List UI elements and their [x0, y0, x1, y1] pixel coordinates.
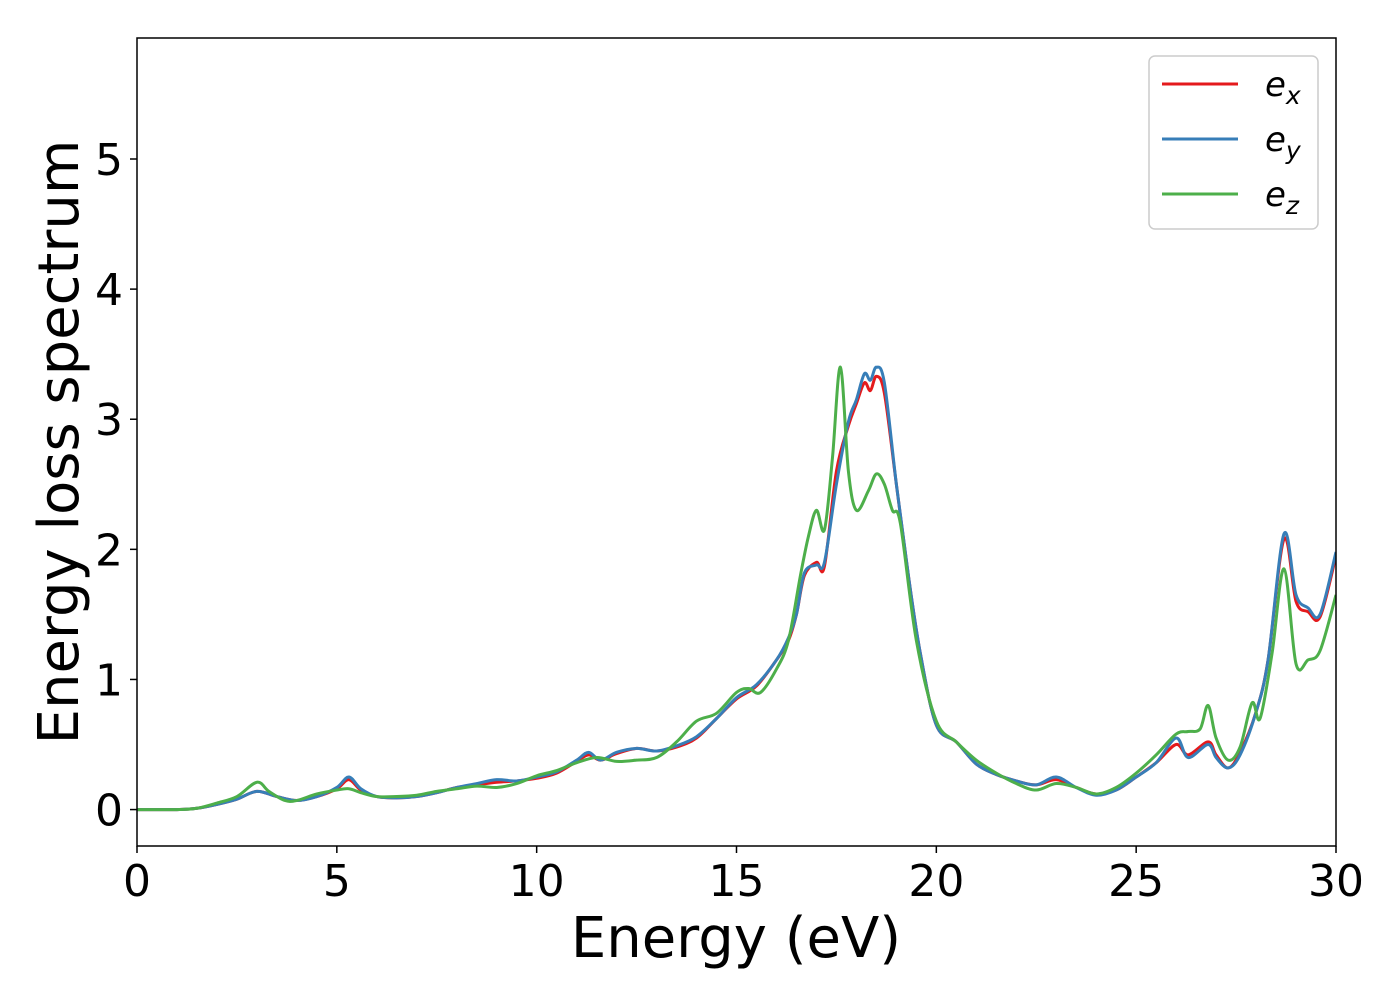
y-axis: 0 1 2 3 4 5: [95, 135, 137, 837]
x-tick-label: 20: [908, 856, 964, 907]
x-tick-label: 0: [123, 856, 151, 907]
x-axis-title: Energy (eV): [571, 906, 901, 971]
x-tick-label: 15: [709, 856, 765, 907]
x-tick-label: 30: [1308, 856, 1364, 907]
y-tick-label: 1: [95, 655, 123, 706]
y-tick-label: 2: [95, 525, 123, 576]
series-line-ez: [137, 365, 1336, 812]
y-tick-label: 3: [95, 395, 123, 446]
x-axis: 0 5 10 15 20 25 30: [123, 846, 1364, 907]
y-axis-title: Energy loss spectrum: [27, 140, 92, 745]
x-tick-label: 5: [323, 856, 351, 907]
legend-box: [1148, 55, 1319, 230]
series-layer: [137, 365, 1336, 812]
y-tick-label: 4: [95, 265, 123, 316]
y-tick-label: 0: [95, 786, 123, 837]
x-tick-label: 25: [1108, 856, 1164, 907]
y-tick-label: 5: [95, 135, 123, 186]
x-tick-label: 10: [509, 856, 565, 907]
